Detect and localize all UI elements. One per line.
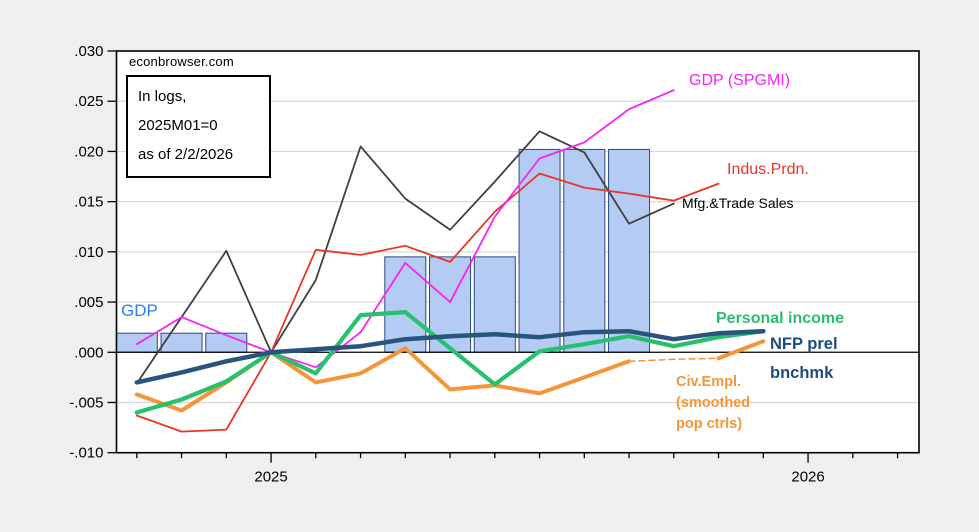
series-label-gdp-spgmi: GDP (SPGMI) (689, 72, 791, 89)
series-line-civ-empl-smoothed-pop-ctrls- (628, 357, 720, 363)
series-label-indus-prdn: Indus.Prdn. (727, 161, 809, 178)
y-axis-tick-label: .020 (74, 143, 103, 160)
civ-empl-label-line-2: (smoothed (676, 395, 751, 411)
gdp-quarterly-bar (608, 148, 651, 353)
civ-empl-label-line-3: pop ctrls) (676, 416, 743, 432)
series-label-civ-empl: Civ.Empl. (smoothed pop ctrls) (676, 372, 750, 435)
series-label-mfg-trade-sales: Mfg.&Trade Sales (682, 195, 794, 211)
y-axis-tick-label: .010 (74, 244, 103, 261)
gdp-quarterly-bar (160, 332, 203, 353)
gdp-quarterly-bar (563, 148, 606, 353)
nfp-label-line-1: NFP prel (770, 335, 838, 353)
gdp-quarterly-bar (518, 148, 561, 353)
y-axis-tick-label: -.010 (69, 445, 103, 462)
note-box: In logs, 2025M01=0 as of 2/2/2026 (126, 75, 271, 178)
series-line-civ-empl-smoothed-pop-ctrls- (716, 339, 766, 361)
y-axis-tick-label: -.005 (69, 394, 103, 411)
nfp-label-line-2: bnchmk (770, 364, 834, 382)
note-line-1: In logs, (138, 88, 187, 105)
series-line-civ-empl-smoothed-pop-ctrls- (134, 346, 631, 413)
y-axis-tick-label: .025 (74, 93, 103, 110)
y-axis-tick-label: .000 (74, 344, 103, 361)
civ-empl-label-line-1: Civ.Empl. (676, 374, 741, 390)
watermark-text: econbrowser.com (129, 54, 234, 69)
x-axis-year-label: 2026 (791, 469, 824, 486)
series-label-gdp-bars: GDP (121, 301, 158, 320)
series-line-gdp-spgmi- (135, 89, 675, 369)
x-axis-year-label: 2025 (254, 469, 287, 486)
series-line-nfp-prel-bnchmk (134, 328, 766, 385)
gdp-quarterly-bar (473, 256, 516, 353)
y-axis-tick-label: .005 (74, 294, 103, 311)
series-line-personal-income (134, 310, 766, 415)
plot-border (115, 50, 920, 454)
series-line-indus-prdn- (135, 172, 720, 433)
note-line-3: as of 2/2/2026 (138, 146, 234, 163)
y-axis-tick-label: .015 (74, 194, 103, 211)
note-line-2: 2025M01=0 (138, 117, 218, 134)
series-label-nfp: NFP prel bnchmk (770, 330, 838, 388)
y-axis-tick-label: .030 (74, 43, 103, 60)
series-label-personal-income: Personal income (716, 310, 845, 327)
series-line-mfg-trade-sales (135, 130, 675, 385)
